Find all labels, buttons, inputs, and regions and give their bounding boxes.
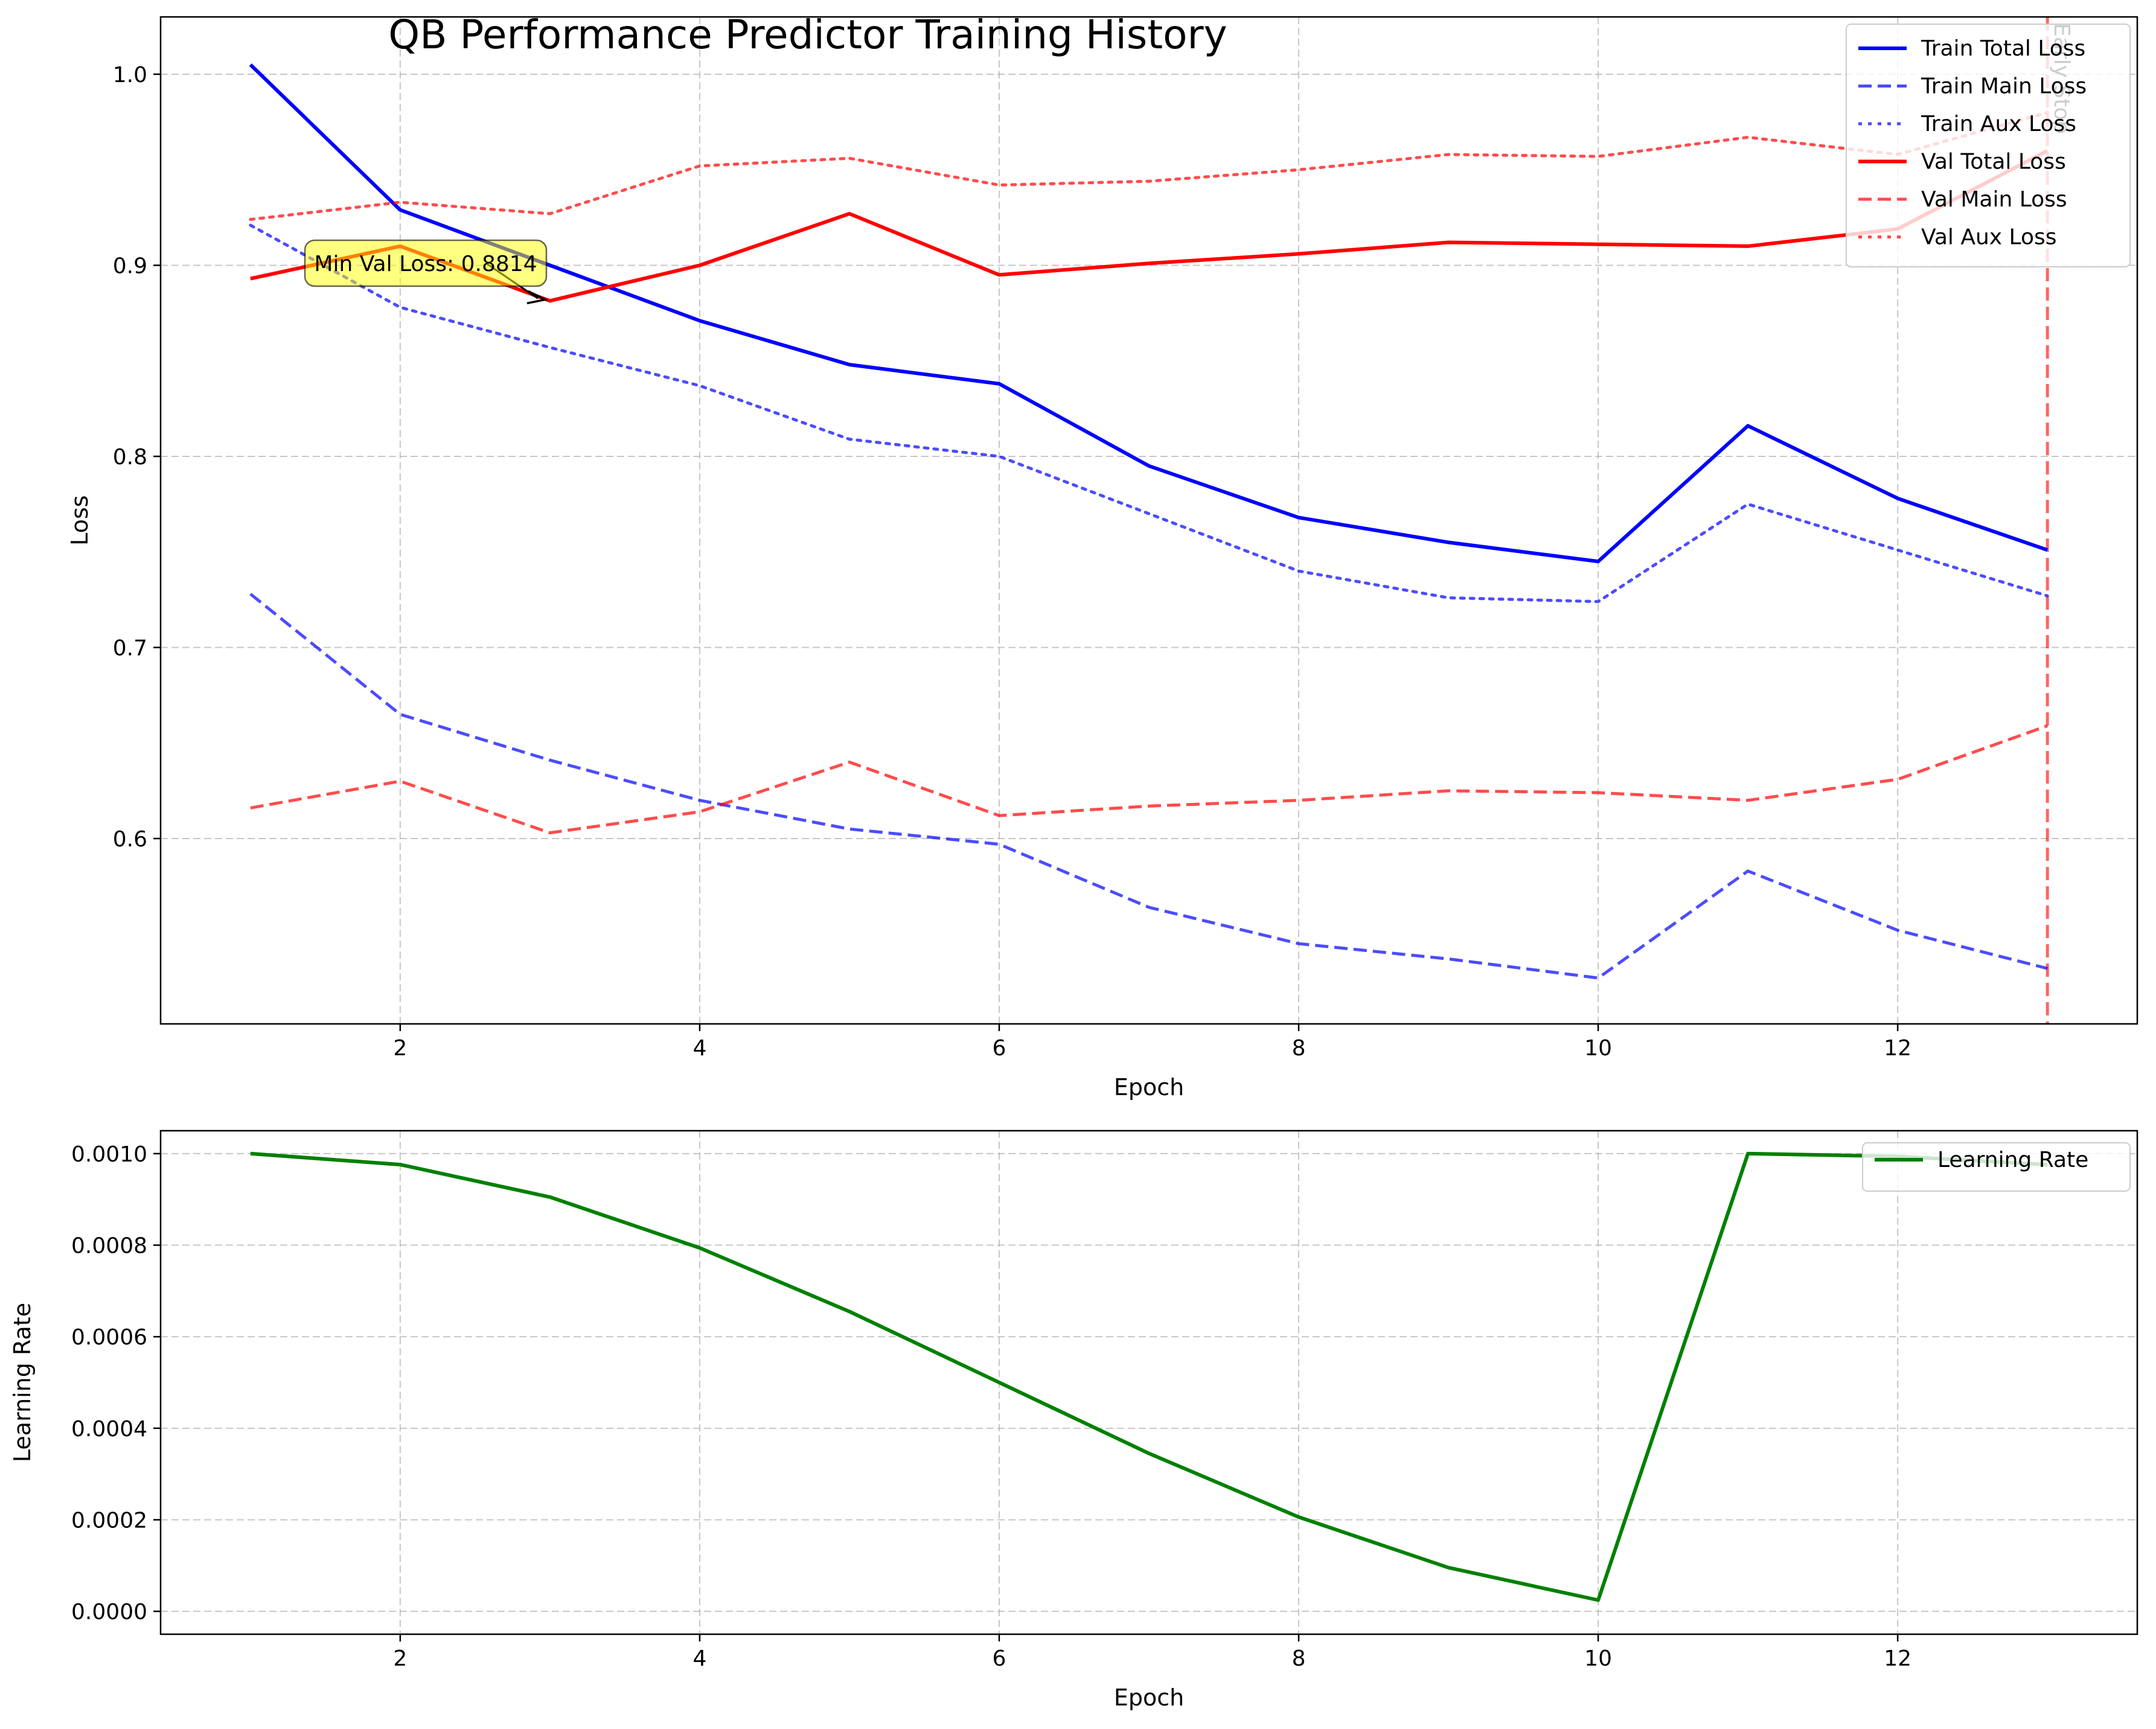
- legend-entry-val-main-loss: Val Main Loss: [1921, 187, 2067, 212]
- legend-box: [1846, 24, 2131, 267]
- annotation-box: [304, 239, 548, 287]
- legend-entry-train-aux-loss: Train Aux Loss: [1921, 112, 2076, 136]
- y-tick-label: 0.0000: [71, 1600, 147, 1625]
- annotation-arrowhead: [526, 290, 549, 305]
- y-tick-label: 0.6: [113, 827, 147, 852]
- series-line-train-total-loss: [249, 63, 2049, 563]
- y-tick-label: 0.9: [113, 254, 147, 278]
- x-tick-label: 12: [1884, 1646, 1911, 1671]
- legend-entry-train-total-loss: Train Total Loss: [1921, 36, 2085, 61]
- x-tick-label: 10: [1584, 1646, 1612, 1671]
- plot-frame: [159, 16, 2138, 1025]
- x-tick-label: 10: [1584, 1036, 1612, 1061]
- series-group: [250, 1151, 2048, 1602]
- plot-frame: [159, 1130, 2138, 1635]
- y-tick-label: 0.7: [113, 636, 147, 660]
- legend-box: [1862, 1142, 2131, 1192]
- annotation-text: Min Val Loss: 0.8814: [314, 252, 537, 276]
- legend-entry-val-total-loss: Val Total Loss: [1921, 150, 2066, 174]
- learning-rate-chart: 2 4 6 8 10 12 0.0000 0.0002 0.0004 0.0006 0.0008 0.…: [9, 1130, 2138, 1711]
- x-tick-label: 2: [393, 1036, 407, 1061]
- y-tick-label: 0.0008: [71, 1234, 147, 1259]
- x-tick-label: 8: [1292, 1646, 1306, 1671]
- y-tick-label: 0.0004: [71, 1417, 147, 1442]
- y-tick-label: 0.0002: [71, 1508, 147, 1533]
- x-tick-label: 6: [993, 1646, 1006, 1671]
- x-tick-label: 4: [693, 1646, 706, 1671]
- x-axis-label: Epoch: [1114, 1074, 1184, 1101]
- x-tick-label: 2: [393, 1646, 407, 1671]
- y-tick-label: 1.0: [113, 63, 147, 88]
- y-axis-label: Loss: [66, 495, 93, 545]
- legend: Learning Rate: [1862, 1142, 2131, 1192]
- x-axis-label: Epoch: [1114, 1684, 1184, 1711]
- series-line-val-main-loss: [250, 724, 2049, 834]
- legend-entry-train-main-loss: Train Main Loss: [1921, 74, 2087, 99]
- x-tick-label: 6: [993, 1036, 1006, 1061]
- series-line-train-main-loss: [249, 592, 2048, 980]
- y-axis-label: Learning Rate: [9, 1303, 36, 1462]
- series-line-train-aux-loss: [249, 223, 2049, 603]
- x-tick-label: 4: [693, 1036, 706, 1061]
- y-tick-label: 0.0010: [71, 1142, 147, 1167]
- loss-chart: Early StopMin Val Loss: 0.8814246810120.…: [66, 16, 2138, 1101]
- legend-entry-val-aux-loss: Val Aux Loss: [1921, 225, 2057, 250]
- figure-title: QB Performance Predictor Training Histor…: [388, 11, 1227, 58]
- series-line-val-aux-loss: [249, 110, 2049, 221]
- series-line-learning-rate: [250, 1151, 2048, 1602]
- series-group: [249, 63, 2049, 980]
- series-line-val-total-loss: [250, 149, 2049, 303]
- legend-entry-learning-rate: Learning Rate: [1937, 1148, 2088, 1172]
- y-tick-label: 0.8: [113, 445, 147, 470]
- legend: Train Total Loss Train Main Loss Train Aux…: [1846, 24, 2131, 267]
- y-tick-label: 0.0006: [71, 1325, 147, 1350]
- x-tick-label: 12: [1884, 1036, 1911, 1061]
- x-tick-label: 8: [1292, 1036, 1306, 1061]
